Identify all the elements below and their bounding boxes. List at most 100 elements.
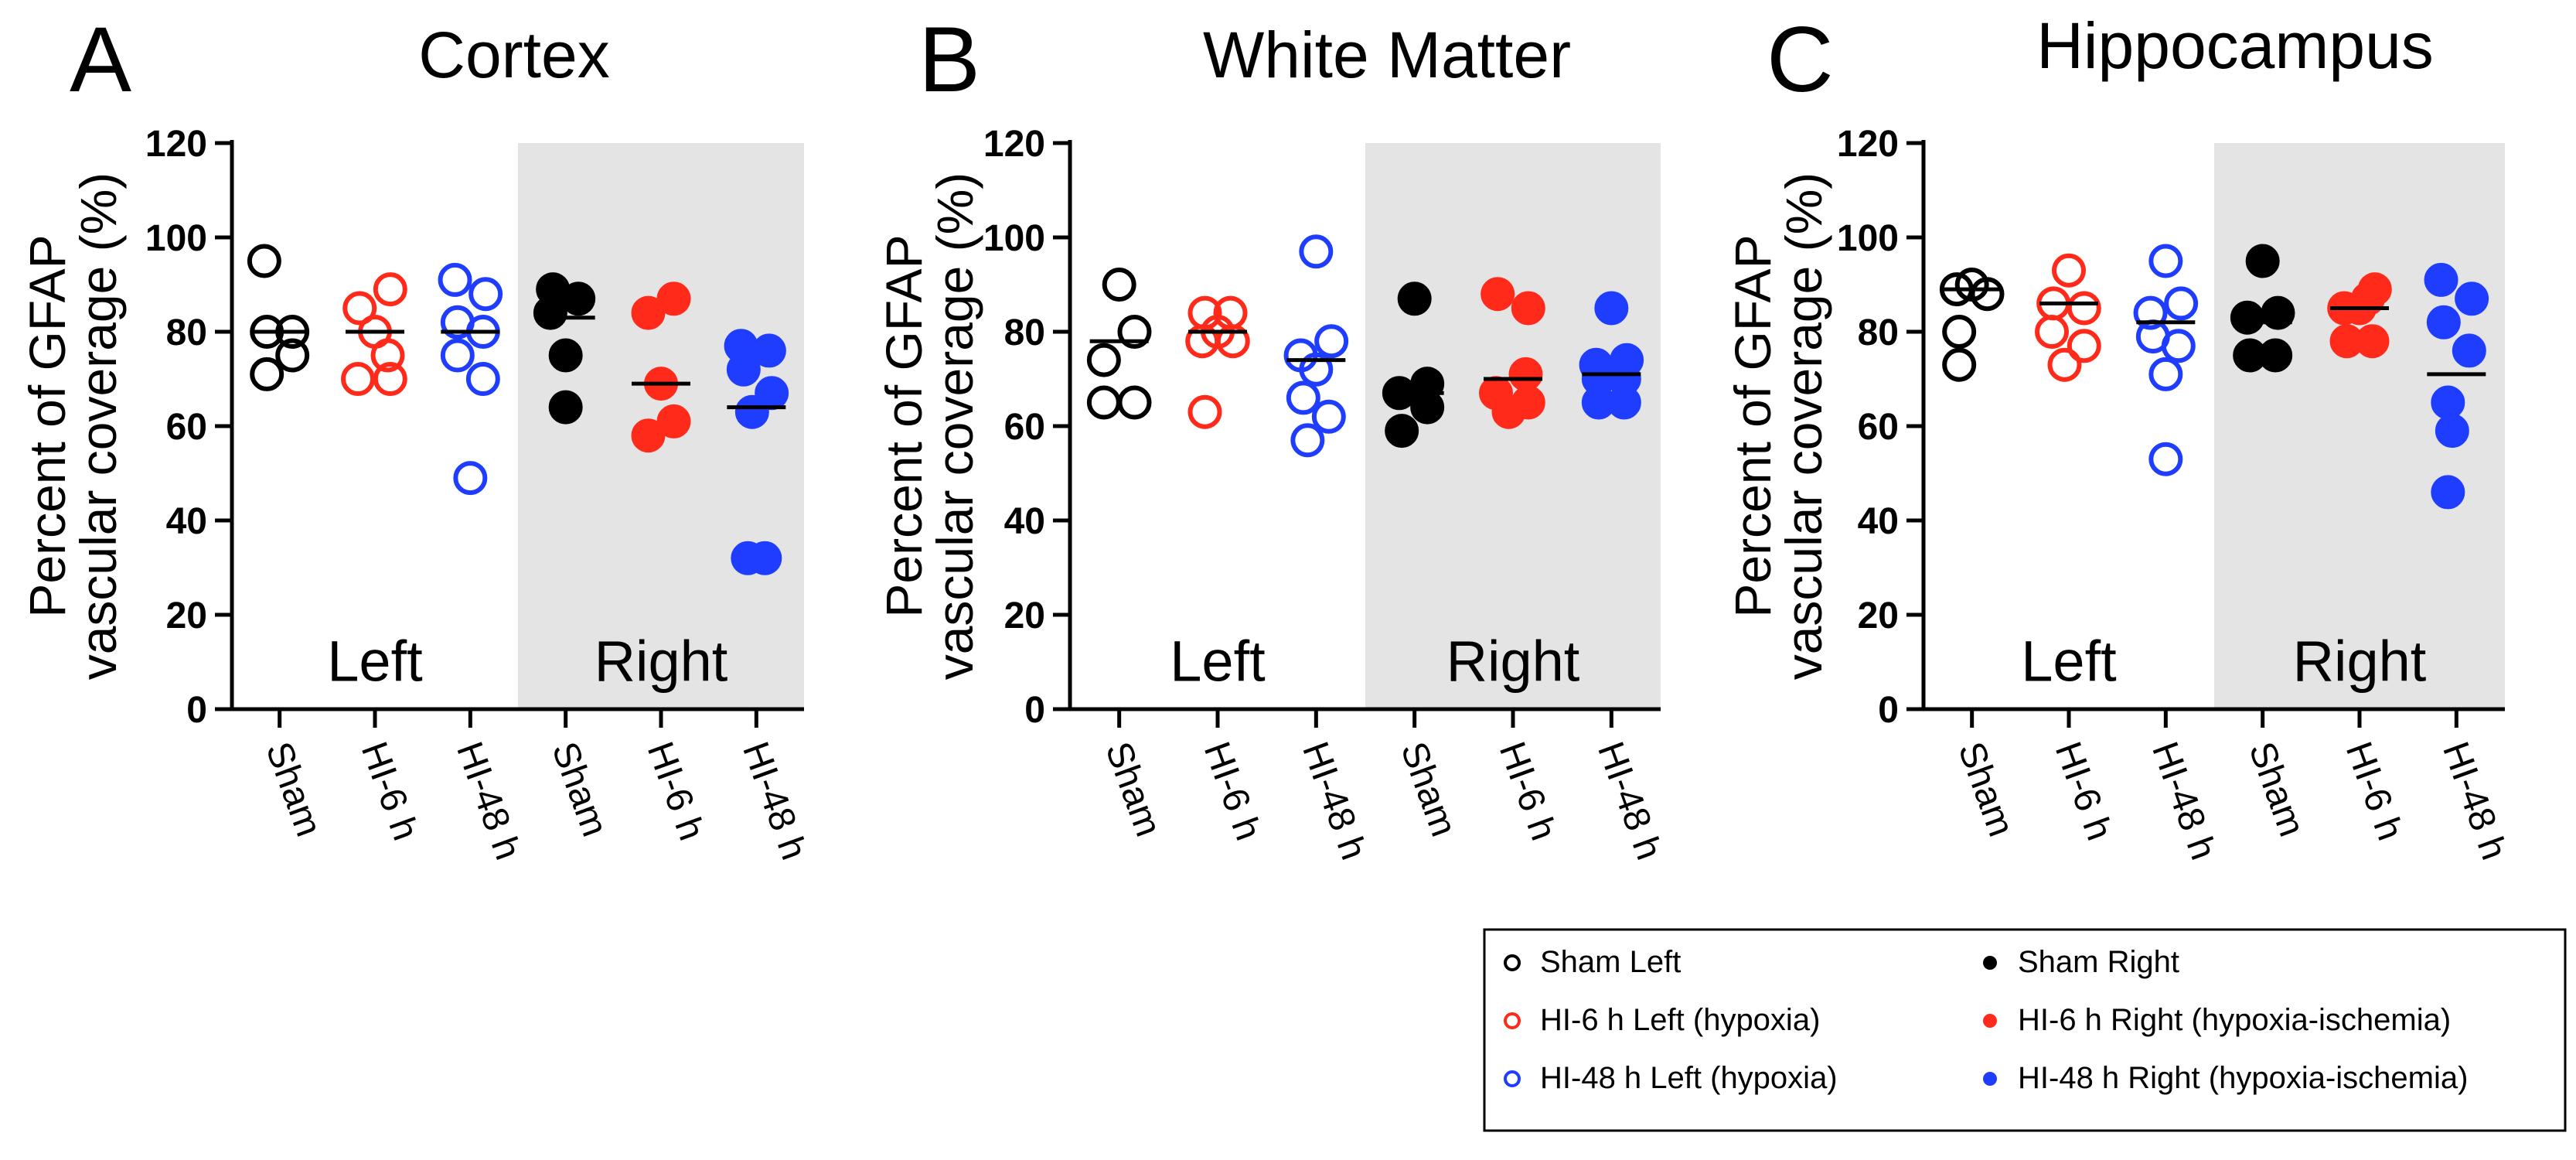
y-tick-label: 120 [983, 124, 1045, 165]
panel-letter: C [1767, 8, 1834, 111]
data-point [751, 333, 786, 368]
data-point [2052, 253, 2086, 288]
data-point [726, 352, 761, 387]
panel-letter: A [70, 8, 131, 111]
side-label-right: Right [595, 629, 728, 693]
y-tick-label: 0 [1024, 690, 1045, 731]
data-point [1970, 277, 2005, 312]
legend-marker [1504, 954, 1521, 971]
y-tick-label: 100 [145, 218, 207, 259]
panel-letter: B [918, 8, 980, 111]
legend-marker [1983, 956, 1997, 970]
data-point [440, 338, 475, 373]
data-point [373, 362, 407, 396]
x-tick-label: Sham [1097, 737, 1169, 842]
data-point [2067, 329, 2101, 363]
legend-marker [1504, 1070, 1521, 1087]
data-point [2245, 244, 2280, 278]
legend-label: HI-48 h Left (hypoxia) [1540, 1061, 1838, 1095]
data-point [2035, 315, 2069, 349]
x-tick-label: Sham [2240, 737, 2312, 842]
data-point [2047, 347, 2082, 382]
legend-label: Sham Right [2018, 945, 2179, 979]
data-point [1397, 281, 1432, 316]
legend-marker [1504, 1012, 1521, 1029]
legend-label: HI-6 h Right (hypoxia-ischemia) [2018, 1003, 2451, 1037]
data-point [1117, 315, 1152, 349]
data-point [370, 338, 405, 373]
data-point [1508, 357, 1543, 391]
series-hi-48-h-left [2133, 244, 2199, 476]
data-point [1385, 414, 1419, 449]
y-tick-label: 40 [166, 501, 207, 542]
data-point [631, 418, 666, 453]
x-tick-label: HI-6 h [1196, 737, 1269, 846]
data-point [1117, 385, 1152, 420]
y-tick-label: 20 [1004, 595, 1045, 636]
series-hi-6-h-right [1479, 277, 1545, 429]
data-point [2455, 281, 2489, 316]
data-point [656, 404, 691, 438]
panel-title: Cortex [418, 19, 609, 91]
side-label-right: Right [1446, 629, 1580, 693]
data-point [2148, 442, 2183, 476]
x-tick-label: HI-6 h [639, 737, 713, 846]
series-sham-left [1086, 268, 1152, 420]
y-tick-label: 100 [983, 218, 1045, 259]
data-point [533, 295, 567, 330]
data-point [275, 338, 310, 373]
side-label-left: Left [2021, 629, 2117, 693]
y-axis-label-line1: Percent of GFAP [19, 234, 76, 617]
side-label-right: Right [2293, 629, 2427, 693]
series-sham-left [1939, 268, 2005, 382]
series-hi-6-h-left [1185, 295, 1250, 429]
y-axis-label-line2: vascular coverage (%) [70, 172, 127, 681]
legend-marker [1983, 1072, 1997, 1086]
legend-item: HI-48 h Left (hypoxia) [1504, 1061, 1838, 1095]
data-point [1299, 352, 1334, 387]
y-tick-label: 120 [1837, 124, 1899, 165]
y-axis-label-line1: Percent of GFAP [875, 234, 932, 617]
data-point [548, 338, 583, 373]
data-point [373, 272, 407, 307]
data-point [748, 541, 782, 575]
data-point [1942, 347, 1977, 382]
series-hi-6-h-right [631, 281, 691, 453]
x-tick-label: HI-48 h [2144, 737, 2224, 865]
x-tick-label: HI-6 h [2338, 737, 2411, 846]
series-hi-6-h-left [2035, 253, 2101, 382]
data-point [734, 394, 769, 429]
data-point [1314, 324, 1349, 359]
data-point [2230, 300, 2264, 335]
series-hi-48-h-left [1283, 234, 1349, 458]
data-point [453, 461, 488, 496]
series-hi-48-h-right [724, 329, 789, 575]
data-point [1311, 399, 1346, 434]
y-tick-label: 20 [1858, 595, 1899, 636]
series-sham-right [533, 272, 596, 425]
x-tick-label: HI-6 h [353, 737, 427, 846]
data-point [2258, 338, 2293, 373]
data-point [2355, 324, 2390, 359]
data-point [469, 277, 503, 312]
side-label-left: Left [327, 629, 423, 693]
legend-box [1483, 928, 2567, 1132]
data-point [1491, 394, 1526, 429]
data-point [2431, 385, 2465, 420]
data-point [561, 281, 596, 316]
x-tick-label: Sham [1950, 737, 2022, 842]
series-hi-48-h-left [438, 262, 503, 496]
y-axis-label-line2: vascular coverage (%) [926, 172, 983, 681]
data-point [341, 362, 375, 396]
data-point [1187, 394, 1222, 429]
data-point [2431, 475, 2465, 510]
data-point [1410, 390, 1445, 425]
series-hi-48-h-right [1579, 291, 1644, 420]
x-tick-label: Sham [257, 737, 329, 842]
data-point [465, 362, 500, 396]
x-tick-label: HI-6 h [1491, 737, 1565, 846]
